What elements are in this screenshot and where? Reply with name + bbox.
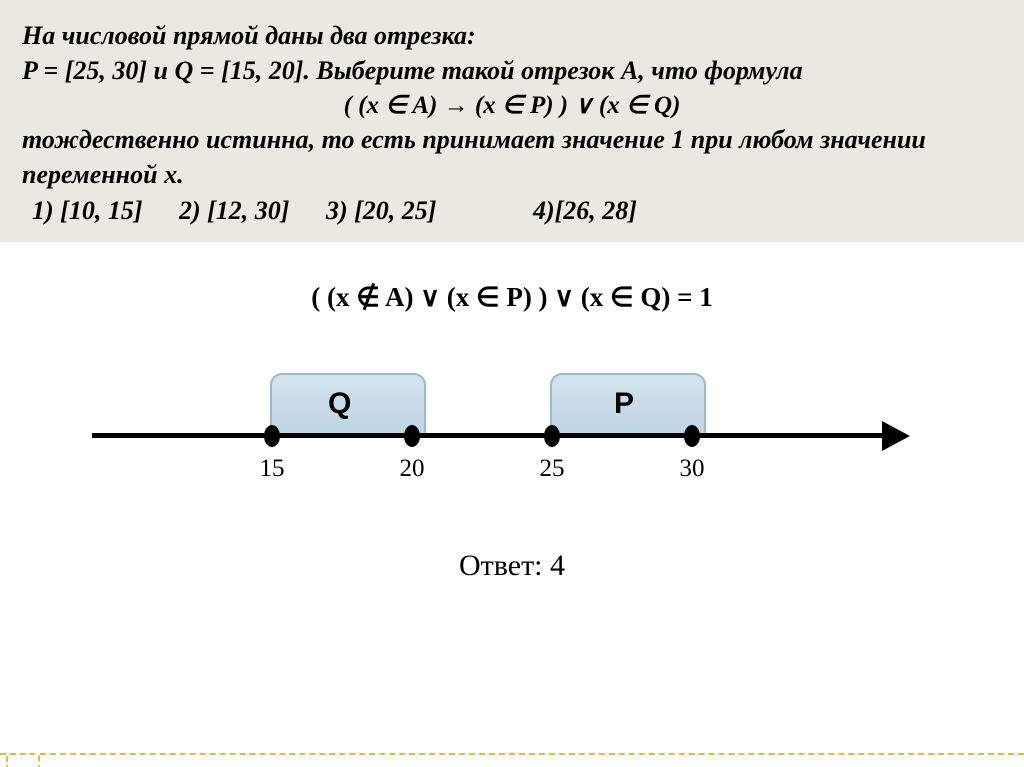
tick-label: 25 xyxy=(540,455,565,483)
problem-text-1: На числовой прямой даны два отрезка: xyxy=(22,18,1002,53)
tick-dot xyxy=(404,425,420,447)
tick-dot xyxy=(544,425,560,447)
option-1: 1) [10, 15] xyxy=(32,196,142,226)
tick-label: 30 xyxy=(680,455,705,483)
tick-label: 15 xyxy=(260,455,285,483)
problem-box: На числовой прямой даны два отрезка: P =… xyxy=(0,0,1024,242)
interval-label-p: P xyxy=(614,387,634,421)
problem-options: 1) [10, 15] 2) [12, 30] 3) [20, 25] 4)[2… xyxy=(22,196,1002,226)
axis-arrow-icon xyxy=(882,421,910,451)
option-2: 2) [12, 30] xyxy=(179,196,289,226)
answer-text: Ответ: 4 xyxy=(0,549,1024,583)
tick-dot xyxy=(684,425,700,447)
derived-equation: ( (x ∉ A) ∨ (x ∈ P) ) ∨ (x ∈ Q) = 1 xyxy=(0,282,1024,313)
tick-label: 20 xyxy=(400,455,425,483)
tick-dot xyxy=(264,425,280,447)
number-line-diagram: Q P 15 20 25 30 xyxy=(92,343,932,513)
problem-text-2: P = [25, 30] и Q = [15, 20]. Выберите та… xyxy=(22,53,1002,88)
footer-tab-icon xyxy=(6,753,40,767)
problem-formula: ( (x ∈ A) → (x ∈ P) ) ∨ (x ∈ Q) xyxy=(22,90,1002,120)
footer-divider xyxy=(0,753,1024,755)
axis-line xyxy=(92,433,882,438)
option-3: 3) [20, 25] xyxy=(326,196,436,226)
option-4: 4)[26, 28] xyxy=(533,196,637,226)
problem-text-3: тождественно истинна, то есть принимает … xyxy=(22,122,1002,192)
interval-label-q: Q xyxy=(328,387,351,421)
